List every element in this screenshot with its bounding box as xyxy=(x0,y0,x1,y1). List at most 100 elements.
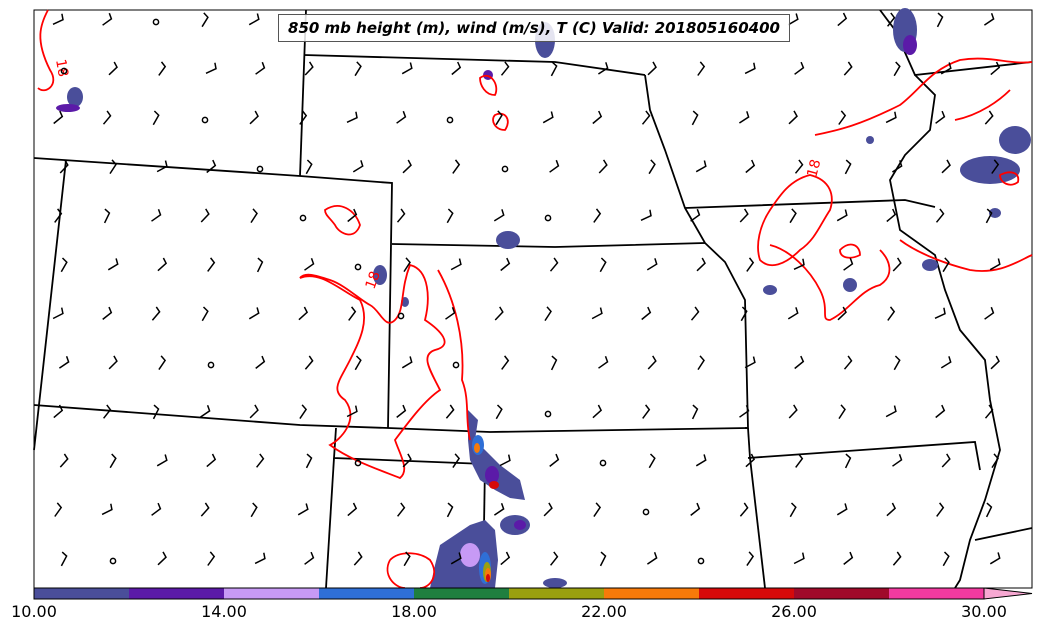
wind-barb xyxy=(403,257,411,273)
calm-wind-circle xyxy=(201,116,209,124)
wind-barb xyxy=(297,503,309,516)
wind-barb xyxy=(696,257,706,272)
wind-barb xyxy=(940,356,952,369)
calm-wind-circle xyxy=(544,214,552,222)
wind-barb xyxy=(843,551,854,565)
wind-barb xyxy=(989,552,1001,565)
calm-wind-circle xyxy=(207,361,215,369)
wind-barb xyxy=(597,62,609,75)
colorbar-tick-label: 14.00 xyxy=(201,602,247,621)
wind-barb xyxy=(941,159,951,174)
wind-barb xyxy=(885,405,897,418)
wind-barb xyxy=(254,552,266,565)
wind-barb xyxy=(199,405,211,418)
wind-barb xyxy=(990,355,1000,370)
wind-barb xyxy=(640,209,652,221)
wind-barb xyxy=(298,306,309,321)
wind-barb xyxy=(739,208,749,223)
wind-barb xyxy=(151,208,162,222)
wind-barb xyxy=(887,12,896,27)
wind-barb xyxy=(543,502,553,517)
wind-barb xyxy=(886,502,897,517)
wind-barb xyxy=(304,257,315,271)
wind-barb xyxy=(787,307,799,320)
wind-barb xyxy=(991,159,1000,174)
colorbar-tick-label: 30.00 xyxy=(961,602,1007,621)
wind-barb xyxy=(690,306,700,321)
wind-barb xyxy=(787,13,799,26)
calm-wind-circle xyxy=(599,459,607,467)
wind-barb xyxy=(984,110,994,125)
wind-barb xyxy=(102,12,113,26)
calm-wind-circle xyxy=(354,263,362,271)
wind-barb xyxy=(550,551,559,566)
wind-barb xyxy=(493,503,505,516)
wind-barb xyxy=(838,404,846,420)
wind-barb xyxy=(103,404,112,419)
wind-barb xyxy=(592,110,603,125)
wind-barb xyxy=(157,551,167,566)
wind-barb xyxy=(641,110,651,125)
wind-barb xyxy=(249,110,259,125)
calm-wind-circle xyxy=(544,410,552,418)
wind-barb xyxy=(647,61,657,76)
wind-barb xyxy=(893,355,901,371)
wind-barb xyxy=(346,405,358,418)
wind-barb xyxy=(646,552,658,565)
wind-barb xyxy=(794,355,805,370)
wind-barb xyxy=(887,306,896,321)
colorbar-segment xyxy=(509,588,604,599)
wind-barb xyxy=(745,453,756,468)
wind-barb xyxy=(542,111,554,124)
wind-barb xyxy=(549,159,560,173)
colorbar-segment xyxy=(319,588,414,599)
wind-barb xyxy=(744,62,756,75)
wind-barb xyxy=(156,454,168,467)
wind-barb xyxy=(885,111,897,124)
wind-barb xyxy=(691,404,699,420)
wind-barb xyxy=(445,306,456,320)
colorbar-segment xyxy=(889,588,984,599)
temperature-contours xyxy=(37,9,1033,589)
wind-barb xyxy=(250,502,258,518)
wind-barb xyxy=(109,453,117,469)
wind-barb xyxy=(152,110,160,126)
wind-barb xyxy=(690,208,701,222)
colorbar-segment xyxy=(34,588,129,599)
wind-barb xyxy=(934,307,946,319)
wind-barb xyxy=(402,453,412,468)
wind-barb xyxy=(206,453,217,468)
wind-barb xyxy=(789,502,797,518)
wind-barb xyxy=(942,551,950,567)
wind-barb xyxy=(108,61,118,76)
wind-barb xyxy=(54,502,63,517)
wind-barb xyxy=(451,61,462,76)
colorbar-extend-arrow xyxy=(983,587,1033,600)
wind-barb xyxy=(493,209,505,222)
wind-barb xyxy=(52,307,64,320)
wind-barb xyxy=(591,307,603,320)
wind-barb xyxy=(60,257,68,273)
wind-barb xyxy=(401,62,413,75)
colorbar-segment xyxy=(129,588,224,599)
wind-barb xyxy=(695,160,707,173)
wind-barb xyxy=(836,503,848,516)
calm-wind-circle xyxy=(697,557,705,565)
wind-barb xyxy=(940,62,952,75)
colorbar-tick-label: 18.00 xyxy=(391,602,437,621)
wind-barb xyxy=(158,355,167,371)
wind-barb xyxy=(396,404,407,418)
wind-barb xyxy=(935,110,946,124)
colorbar-segment xyxy=(794,588,889,599)
colorbar-outline xyxy=(33,587,985,600)
wind-barb xyxy=(157,257,168,272)
wind-barb xyxy=(107,258,119,271)
wind-barb xyxy=(843,257,854,271)
wind-barb xyxy=(793,258,805,270)
map-frame xyxy=(33,9,1033,589)
wind-barb xyxy=(445,404,455,419)
contour-label: 18 xyxy=(804,158,824,179)
wind-barb xyxy=(549,453,560,467)
wind-barb xyxy=(893,61,901,77)
